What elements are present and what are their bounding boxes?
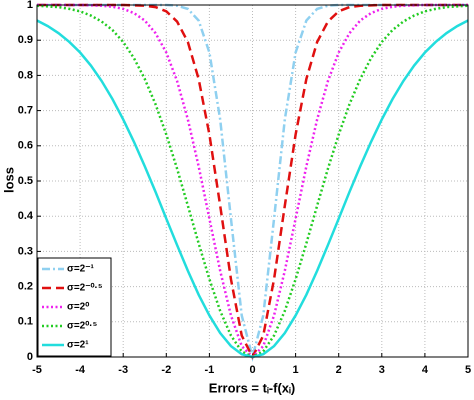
y-tick-label: 0.2 [18,281,33,293]
plot-frame [36,4,469,358]
y-tick-label: 0.9 [18,34,33,46]
x-tick-label: 2 [336,364,342,376]
x-tick-label: -1 [205,364,215,376]
x-tick-label: -5 [32,364,42,376]
y-axis-label: loss [1,167,16,193]
x-tick-label: -4 [75,364,86,376]
legend-label: σ=2⁻¹ [67,264,95,275]
legend-box [37,257,112,357]
y-tick-label: 0.5 [18,175,33,187]
x-tick-label: 1 [293,364,299,376]
legend-label: σ=2⁻⁰·⁵ [67,283,103,294]
x-tick-label: 3 [379,364,385,376]
y-tick-label: 0.6 [18,140,33,152]
y-tick-label: 0.3 [18,245,33,257]
y-tick-label: 1 [27,0,33,11]
x-tick-label: 0 [249,364,255,376]
y-tick-label: 0.7 [18,105,33,117]
legend-label: σ=2⁰·⁵ [67,321,98,332]
x-tick-label: -3 [118,364,128,376]
y-tick-label: 0 [27,351,33,363]
x-tick-label: 5 [465,364,471,376]
y-tick-label: 0.1 [18,316,33,328]
legend: σ=2⁻¹ σ=2⁻⁰·⁵ σ=2⁰ σ=2⁰·⁵ σ=2¹ [37,257,112,357]
legend-label: σ=2¹ [67,340,89,351]
legend-label: σ=2⁰ [67,302,89,313]
y-tick-label: 0.4 [18,210,34,222]
x-tick-label: -2 [161,364,171,376]
y-tick-label: 0.8 [18,69,33,81]
x-axis-label: Errors = tᵢ-f(xᵢ) [209,380,295,395]
x-tick-label: 4 [422,364,429,376]
